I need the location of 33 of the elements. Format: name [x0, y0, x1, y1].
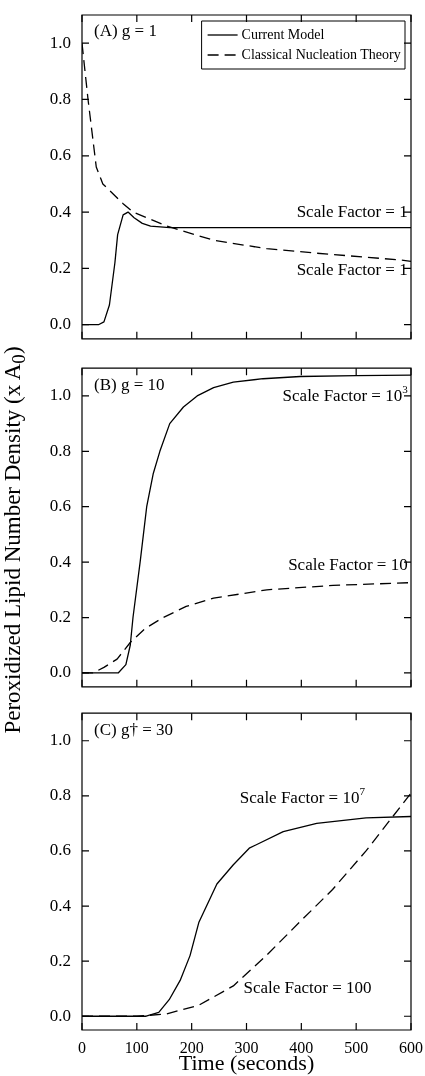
y-tick-label: 0.2	[49, 607, 71, 627]
chart-title: (A) g = 1	[94, 21, 157, 41]
y-tick-label: 0.4	[49, 895, 72, 915]
y-tick-label: 0.6	[49, 496, 71, 516]
y-tick-label: 1.0	[49, 32, 71, 52]
x-tick-label: 600	[399, 1038, 423, 1056]
y-tick-label: 0.2	[49, 950, 71, 970]
x-tick-label: 0	[78, 1038, 86, 1056]
chart-title: (B) g = 10	[94, 374, 165, 394]
y-tick-label: 0.2	[49, 257, 71, 277]
y-tick-label: 1.0	[49, 730, 71, 750]
x-tick-label: 400	[289, 1038, 314, 1056]
legend-label: Classical Nucleation Theory	[241, 46, 401, 62]
annotation: Scale Factor = 100	[243, 978, 372, 998]
y-tick-label: 0.6	[49, 145, 71, 165]
y-tick-label: 0.4	[49, 551, 72, 571]
x-tick-label: 300	[234, 1038, 259, 1056]
chart-title: (C) g† = 30	[94, 719, 173, 739]
y-tick-label: 0.8	[49, 440, 71, 460]
annotation: Scale Factor = 1	[296, 201, 408, 221]
y-tick-label: 0.6	[49, 840, 71, 860]
x-tick-label: 500	[344, 1038, 369, 1056]
annotation: Scale Factor = 1	[296, 260, 408, 280]
y-tick-label: 0.8	[49, 88, 71, 108]
annotation: Scale Factor = 10	[288, 555, 408, 575]
y-tick-label: 0.4	[49, 201, 72, 221]
y-tick-label: 0.0	[49, 662, 71, 682]
x-tick-label: 100	[124, 1038, 149, 1056]
y-tick-label: 0.0	[49, 314, 71, 334]
y-tick-label: 0.0	[49, 1005, 71, 1025]
y-tick-label: 0.8	[49, 785, 71, 805]
y-tick-label: 1.0	[49, 385, 71, 405]
legend-label: Current Model	[241, 26, 325, 42]
